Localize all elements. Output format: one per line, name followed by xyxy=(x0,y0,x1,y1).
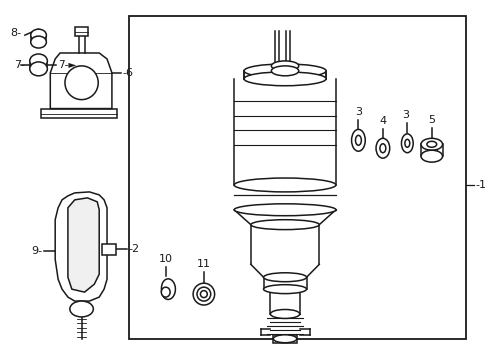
Polygon shape xyxy=(161,279,175,300)
Text: -6: -6 xyxy=(122,68,133,78)
Ellipse shape xyxy=(420,138,442,150)
Polygon shape xyxy=(68,198,99,292)
Ellipse shape xyxy=(404,139,409,147)
Bar xyxy=(273,335,296,343)
Bar xyxy=(75,27,88,36)
Ellipse shape xyxy=(379,144,385,153)
Ellipse shape xyxy=(161,287,170,297)
Text: 11: 11 xyxy=(197,259,210,269)
Text: -2: -2 xyxy=(128,244,140,255)
Text: 5: 5 xyxy=(427,116,434,125)
Ellipse shape xyxy=(273,335,296,343)
Ellipse shape xyxy=(197,287,210,301)
Ellipse shape xyxy=(420,150,442,162)
Ellipse shape xyxy=(200,291,207,298)
Text: 3: 3 xyxy=(354,108,361,117)
Ellipse shape xyxy=(355,135,361,145)
Ellipse shape xyxy=(244,64,325,78)
Ellipse shape xyxy=(193,283,214,305)
Ellipse shape xyxy=(31,36,46,48)
Polygon shape xyxy=(55,192,107,301)
Polygon shape xyxy=(244,71,325,79)
Ellipse shape xyxy=(263,273,306,282)
Polygon shape xyxy=(50,53,112,109)
Ellipse shape xyxy=(426,141,436,147)
Polygon shape xyxy=(41,109,117,118)
Ellipse shape xyxy=(244,72,325,86)
Ellipse shape xyxy=(30,62,47,76)
Ellipse shape xyxy=(401,134,412,153)
Ellipse shape xyxy=(250,220,319,230)
Text: 7-►: 7-► xyxy=(58,60,76,70)
Ellipse shape xyxy=(375,138,389,158)
Text: 10: 10 xyxy=(159,255,172,264)
Text: 8-: 8- xyxy=(10,28,21,38)
Ellipse shape xyxy=(271,61,298,71)
Text: 7-: 7- xyxy=(14,60,25,70)
Text: 3: 3 xyxy=(401,111,408,121)
Bar xyxy=(102,243,116,255)
Ellipse shape xyxy=(70,301,93,317)
Ellipse shape xyxy=(234,204,335,216)
Ellipse shape xyxy=(271,66,298,76)
Ellipse shape xyxy=(234,178,335,192)
Ellipse shape xyxy=(30,54,47,68)
Ellipse shape xyxy=(270,310,299,319)
Text: 4: 4 xyxy=(379,116,386,126)
Ellipse shape xyxy=(65,66,98,100)
Bar xyxy=(128,16,465,339)
Ellipse shape xyxy=(263,285,306,294)
Ellipse shape xyxy=(31,29,46,41)
Ellipse shape xyxy=(351,129,365,151)
Text: 9-: 9- xyxy=(31,247,42,256)
Text: -1: -1 xyxy=(475,180,486,190)
